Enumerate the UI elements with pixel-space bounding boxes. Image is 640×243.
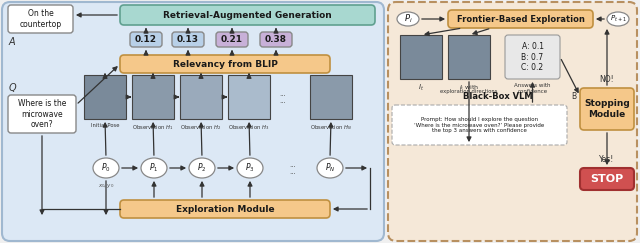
FancyBboxPatch shape <box>580 168 634 190</box>
Text: Frontier-Based Exploration: Frontier-Based Exploration <box>456 15 584 24</box>
Text: Answers with: Answers with <box>515 83 551 88</box>
Bar <box>400 35 442 79</box>
Ellipse shape <box>189 158 215 178</box>
Text: On the
countertop: On the countertop <box>19 9 61 29</box>
Ellipse shape <box>237 158 263 178</box>
Text: $I_t$ with: $I_t$ with <box>459 83 479 92</box>
Text: 0.21: 0.21 <box>221 35 243 44</box>
Bar <box>84 75 126 119</box>
Text: Black-Box VLM: Black-Box VLM <box>463 92 532 101</box>
Bar <box>132 75 174 119</box>
Text: Relevancy from BLIP: Relevancy from BLIP <box>173 60 277 69</box>
Text: Exploration Module: Exploration Module <box>176 205 275 214</box>
FancyBboxPatch shape <box>172 32 204 47</box>
FancyBboxPatch shape <box>580 88 634 130</box>
Text: $x_0,y_0$: $x_0,y_0$ <box>98 182 114 190</box>
FancyBboxPatch shape <box>120 5 375 25</box>
Ellipse shape <box>607 12 629 26</box>
Text: NO!: NO! <box>600 75 614 84</box>
FancyBboxPatch shape <box>392 105 567 145</box>
Text: Prompt: How should I explore the question
‘Where is the microwave oven?’ Please : Prompt: How should I explore the questio… <box>414 117 545 133</box>
Text: confidence: confidence <box>517 89 548 94</box>
Ellipse shape <box>317 158 343 178</box>
Text: 0.38: 0.38 <box>265 35 287 44</box>
Text: B: B <box>571 92 576 101</box>
Ellipse shape <box>141 158 167 178</box>
Text: $A$: $A$ <box>8 35 17 47</box>
Text: $P_2$: $P_2$ <box>197 162 207 174</box>
Text: ...
...: ... ... <box>290 162 296 174</box>
Text: 0.12: 0.12 <box>135 35 157 44</box>
Text: 0.13: 0.13 <box>177 35 199 44</box>
Text: $I_t$: $I_t$ <box>418 83 424 93</box>
Text: Stopping
Module: Stopping Module <box>584 99 630 119</box>
Text: Observation $H_1$: Observation $H_1$ <box>132 123 174 132</box>
FancyBboxPatch shape <box>216 32 248 47</box>
Bar <box>310 75 352 119</box>
Text: Retrieval-Augmented Generation: Retrieval-Augmented Generation <box>163 10 332 19</box>
FancyBboxPatch shape <box>448 10 593 28</box>
Text: $P_0$: $P_0$ <box>101 162 111 174</box>
Text: Where is the
microwave
oven?: Where is the microwave oven? <box>18 99 66 129</box>
FancyBboxPatch shape <box>2 2 384 241</box>
Text: Observation $H_N$: Observation $H_N$ <box>310 123 352 132</box>
Text: $P_3$: $P_3$ <box>245 162 255 174</box>
FancyBboxPatch shape <box>388 2 637 241</box>
Text: Yes!: Yes! <box>600 155 614 164</box>
Bar <box>448 35 490 79</box>
Text: Observation $H_2$: Observation $H_2$ <box>180 123 222 132</box>
FancyBboxPatch shape <box>120 55 330 73</box>
FancyBboxPatch shape <box>130 32 162 47</box>
Text: STOP: STOP <box>590 174 623 184</box>
Text: exploration directions: exploration directions <box>440 89 498 94</box>
Text: $P_N$: $P_N$ <box>324 162 335 174</box>
Text: ...
...: ... ... <box>280 90 286 104</box>
Ellipse shape <box>93 158 119 178</box>
Bar <box>180 75 222 119</box>
FancyBboxPatch shape <box>8 95 76 133</box>
FancyBboxPatch shape <box>260 32 292 47</box>
FancyBboxPatch shape <box>505 35 560 79</box>
FancyBboxPatch shape <box>120 200 330 218</box>
Text: Initial Pose: Initial Pose <box>91 123 119 128</box>
Bar <box>228 75 270 119</box>
Text: Observation $H_3$: Observation $H_3$ <box>228 123 270 132</box>
Text: $Q$: $Q$ <box>8 80 17 94</box>
Text: $P_1$: $P_1$ <box>149 162 159 174</box>
FancyBboxPatch shape <box>8 5 73 33</box>
Text: $P_{t+1}$: $P_{t+1}$ <box>610 14 627 24</box>
Text: A: 0.1
B: 0.7
C: 0.2: A: 0.1 B: 0.7 C: 0.2 <box>522 42 543 72</box>
Ellipse shape <box>397 12 419 26</box>
Text: $P_i$: $P_i$ <box>404 13 412 25</box>
